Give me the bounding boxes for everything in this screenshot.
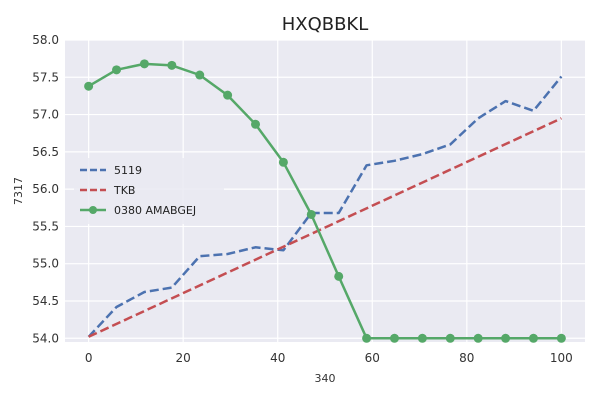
data-point xyxy=(84,81,94,91)
series-line xyxy=(87,62,562,340)
y-tick-label: 55.5 xyxy=(32,219,59,233)
legend-frame xyxy=(74,158,224,224)
data-point xyxy=(278,157,288,167)
data-point xyxy=(389,333,399,343)
legend-label: TKB xyxy=(113,184,135,197)
series-line xyxy=(87,75,563,338)
data-point xyxy=(556,333,566,343)
y-tick-label: 56.5 xyxy=(32,145,59,159)
data-point xyxy=(334,271,344,281)
data-point xyxy=(306,209,316,219)
data-point xyxy=(139,59,149,69)
legend-label: 0380 AMABGEJ xyxy=(114,204,196,217)
series-3 xyxy=(84,59,566,343)
x-axis-label: 340 xyxy=(315,372,336,385)
data-point xyxy=(417,333,427,343)
x-tick-label: 100 xyxy=(550,351,573,365)
series-group xyxy=(84,59,566,343)
series-2 xyxy=(88,117,562,338)
data-point xyxy=(112,65,122,75)
data-point xyxy=(167,60,177,70)
x-tick-label: 60 xyxy=(365,351,380,365)
y-tick-label: 55.0 xyxy=(32,257,59,271)
y-tick-label: 58.0 xyxy=(32,33,59,47)
data-point xyxy=(362,333,372,343)
data-point xyxy=(223,90,233,100)
data-point xyxy=(501,333,511,343)
x-tick-label: 40 xyxy=(270,351,285,365)
legend: 5119 TKB 0380 AMABGEJ xyxy=(74,158,224,224)
legend-marker xyxy=(89,206,97,214)
y-tick-label: 57.0 xyxy=(32,108,59,122)
data-point xyxy=(528,333,538,343)
series-1 xyxy=(87,75,563,338)
y-tick-label: 56.0 xyxy=(32,182,59,196)
data-point xyxy=(473,333,483,343)
x-tick-label: 80 xyxy=(459,351,474,365)
data-point xyxy=(251,119,261,129)
series-line xyxy=(88,117,562,338)
y-tick-label: 57.5 xyxy=(32,70,59,84)
data-point xyxy=(445,333,455,343)
y-tick-label: 54.5 xyxy=(32,294,59,308)
legend-label: 5119 xyxy=(114,164,142,177)
chart-title: HXQBBKL xyxy=(282,14,369,35)
y-tick-label: 54.0 xyxy=(32,331,59,345)
x-tick-label: 0 xyxy=(85,351,93,365)
x-tick-label: 20 xyxy=(176,351,191,365)
tick-labels: 0 20 40 60 80 100 54.0 54.5 55.0 55.5 56.0 56.5 57.0… xyxy=(32,33,573,365)
y-axis-label: 7317 xyxy=(12,177,25,205)
data-point xyxy=(195,70,205,80)
